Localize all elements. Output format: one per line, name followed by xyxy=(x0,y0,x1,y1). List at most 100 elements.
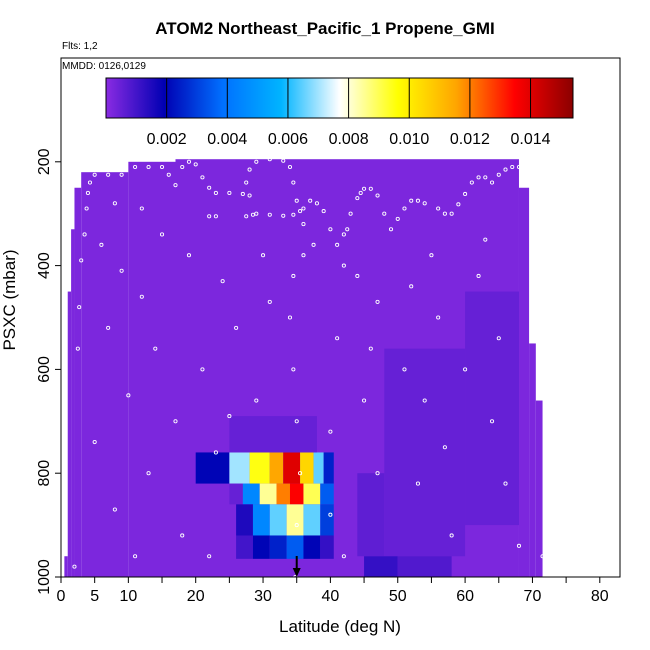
track-point xyxy=(402,206,407,211)
track-point xyxy=(335,242,340,247)
track-point xyxy=(119,268,124,273)
track-point xyxy=(395,216,400,221)
track-point xyxy=(72,564,77,569)
y-tick-label: 1000 xyxy=(36,559,53,595)
track-point xyxy=(355,196,360,201)
heatmap-cell xyxy=(313,452,324,484)
track-point xyxy=(537,315,542,320)
x-axis-label: Latitude (deg N) xyxy=(279,617,401,636)
heatmap-cell xyxy=(529,343,536,577)
track-point xyxy=(99,242,104,247)
track-point xyxy=(436,315,441,320)
track-point xyxy=(375,299,380,304)
heatmap-cell xyxy=(229,416,317,453)
track-point xyxy=(483,175,488,180)
flight-track xyxy=(72,157,548,577)
track-point xyxy=(382,211,387,216)
track-point xyxy=(293,574,298,577)
colorbar-tick-label: 0.002 xyxy=(147,131,187,148)
x-tick-label: 0 xyxy=(57,588,66,605)
heatmap-cell xyxy=(236,504,253,536)
track-point xyxy=(84,206,89,211)
heatmap-cell xyxy=(67,291,72,577)
track-point xyxy=(301,222,306,227)
track-point xyxy=(388,227,394,232)
track-point xyxy=(341,232,346,237)
track-point xyxy=(516,543,522,548)
heatmap-cell xyxy=(303,535,321,559)
track-point xyxy=(244,214,249,219)
x-tick-label: 10 xyxy=(119,588,137,605)
y-tick-label: 800 xyxy=(36,460,53,487)
track-point xyxy=(287,315,293,320)
heatmap-cells xyxy=(64,159,543,577)
x-tick-label: 50 xyxy=(389,588,407,605)
track-point xyxy=(213,450,218,455)
track-point xyxy=(294,523,299,528)
track-point xyxy=(112,201,117,206)
heatmap-cell xyxy=(71,229,75,577)
track-point xyxy=(291,367,296,372)
heatmap-cell xyxy=(283,452,301,484)
track-point xyxy=(476,175,481,180)
dates-note: MMDD: 0126,0129 xyxy=(62,61,146,72)
track-point xyxy=(106,172,111,177)
track-point xyxy=(328,227,333,232)
track-point xyxy=(180,164,185,170)
track-point xyxy=(146,164,151,170)
heatmap-cell xyxy=(397,556,452,577)
colorbar: 0.002 0.004 0.006 0.008 0.010 0.012 0.014 xyxy=(105,77,574,148)
heatmap-cell xyxy=(323,452,334,484)
track-point xyxy=(335,336,340,341)
colorbar-tick-label: 0.008 xyxy=(329,131,369,148)
y-tick-label: 600 xyxy=(36,356,53,383)
track-point xyxy=(516,164,522,170)
track-point xyxy=(254,398,259,403)
track-point xyxy=(133,164,138,170)
x-tick-label: 20 xyxy=(187,588,205,605)
track-point xyxy=(540,367,545,372)
track-point xyxy=(456,202,461,207)
track-point xyxy=(87,180,93,185)
track-point xyxy=(133,554,138,559)
track-point xyxy=(244,180,249,185)
track-point xyxy=(415,481,421,486)
track-point xyxy=(341,263,346,268)
x-tick-label: 5 xyxy=(90,588,99,605)
track-point xyxy=(449,211,454,216)
track-point xyxy=(247,167,252,172)
track-point xyxy=(463,191,468,197)
track-point xyxy=(368,346,373,351)
track-point xyxy=(543,523,548,528)
track-point xyxy=(207,214,212,219)
heatmap-cell xyxy=(128,161,176,577)
heatmap-cell xyxy=(518,187,530,577)
track-point xyxy=(126,393,131,398)
heatmap-cell xyxy=(64,556,68,577)
track-point xyxy=(503,167,508,172)
track-point xyxy=(341,554,346,559)
track-point xyxy=(483,237,488,242)
track-point xyxy=(368,186,373,191)
track-point xyxy=(240,191,245,197)
track-point xyxy=(540,554,545,559)
track-point xyxy=(227,414,232,419)
track-point xyxy=(298,209,303,214)
track-point xyxy=(159,164,165,170)
track-point xyxy=(321,209,326,214)
heatmap-cell xyxy=(320,504,334,536)
plot-frame xyxy=(60,57,621,578)
track-point xyxy=(146,471,151,476)
track-point xyxy=(436,206,441,211)
heatmap-cell xyxy=(289,483,304,505)
track-point xyxy=(375,471,380,476)
track-point xyxy=(82,232,87,237)
heatmap-cell xyxy=(276,483,290,505)
track-point xyxy=(75,346,80,351)
track-point xyxy=(375,193,380,198)
track-point xyxy=(422,201,427,206)
track-point xyxy=(79,258,84,263)
track-point xyxy=(139,294,144,299)
track-point xyxy=(415,198,421,203)
